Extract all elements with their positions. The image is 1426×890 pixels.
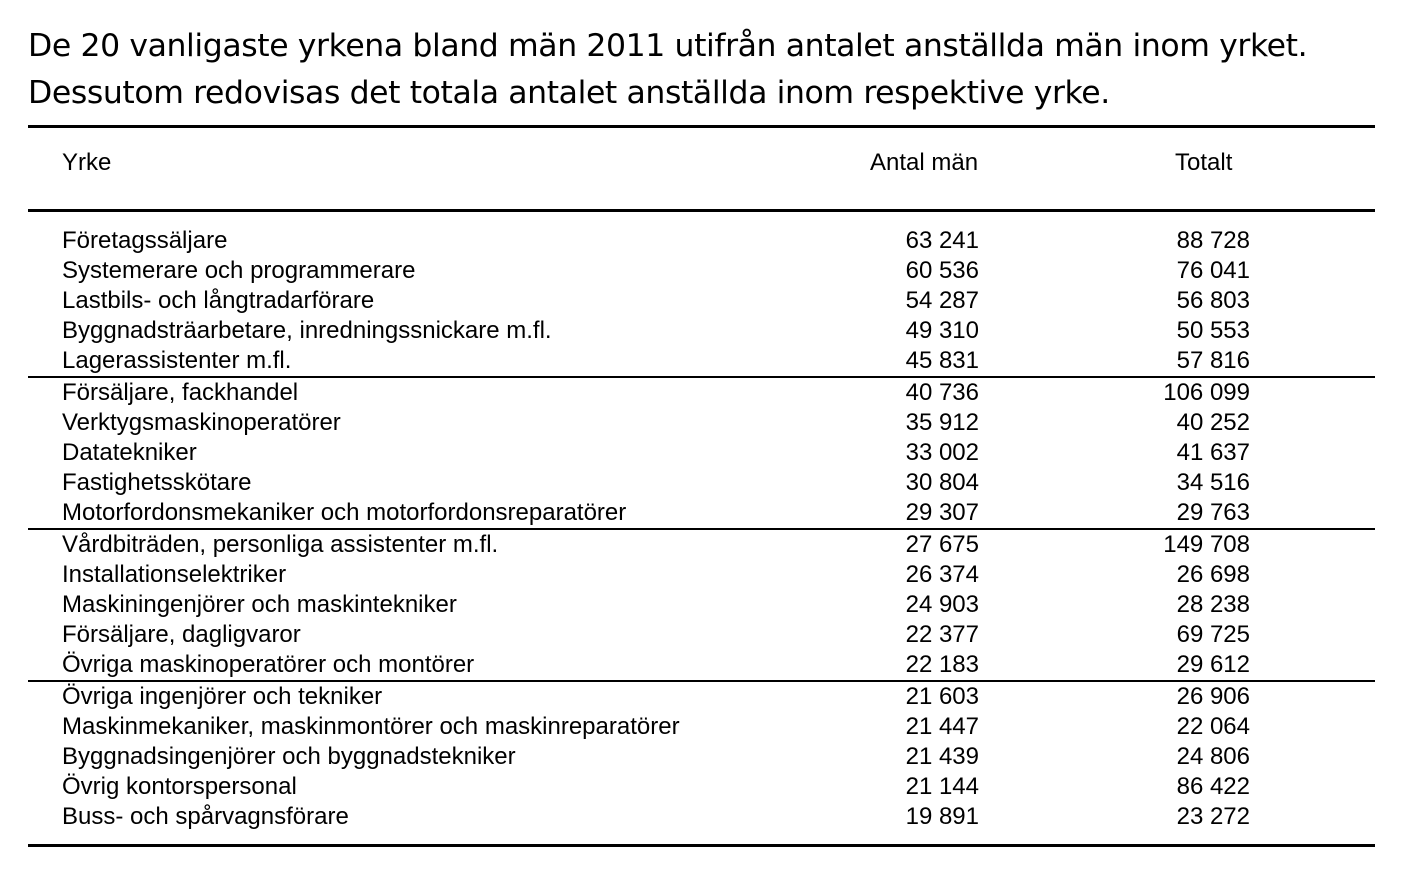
occupation: Företagssäljare	[62, 227, 228, 254]
total-count: 24 806	[1176, 742, 1250, 770]
total-count: 34 516	[1176, 468, 1250, 496]
occupation: Installationselektriker	[62, 560, 287, 588]
men-count: 19 891	[905, 802, 979, 830]
occupation: Övriga maskinoperatörer och montörer	[62, 650, 475, 678]
men-count: 22 377	[905, 620, 979, 648]
occupation: Byggnadsingenjörer och byggnadstekniker	[62, 742, 516, 770]
group-rule	[28, 680, 1375, 682]
total-count: 57 816	[1176, 346, 1250, 374]
men-count: 45 831	[905, 346, 979, 374]
men-count: 21 439	[905, 742, 979, 770]
occupation: Datatekniker	[62, 438, 197, 466]
total-count: 29 612	[1176, 650, 1250, 678]
men-count: 63 241	[905, 227, 979, 254]
occupation: Byggnadsträarbetare, inredningssnickare …	[62, 316, 552, 344]
occupation: Försäljare, dagligvaror	[62, 620, 301, 648]
men-count: 30 804	[905, 468, 979, 496]
men-count: 29 307	[905, 498, 979, 526]
title-line: De 20 vanligaste yrkena bland män 2011 u…	[28, 28, 1308, 64]
total-count: 50 553	[1176, 316, 1250, 344]
men-count: 27 675	[905, 531, 979, 558]
total-count: 28 238	[1176, 590, 1250, 618]
column-header: Antal män	[870, 149, 979, 176]
occupation: Motorfordonsmekaniker och motorfordonsre…	[62, 498, 627, 526]
men-count: 26 374	[905, 560, 979, 588]
column-header: Yrke	[62, 149, 112, 176]
occupation: Buss- och spårvagnsförare	[62, 802, 349, 830]
occupation: Lastbils- och långtradarförare	[62, 286, 375, 314]
occupation: Vårdbiträden, personliga assistenter m.f…	[62, 531, 499, 558]
group-rule	[28, 376, 1375, 378]
men-count: 24 903	[905, 590, 979, 618]
occupation: Maskiningenjörer och maskintekniker	[62, 590, 457, 618]
total-count: 88 728	[1176, 227, 1250, 254]
occupation: Fastighetsskötare	[62, 468, 252, 496]
total-count: 86 422	[1176, 772, 1250, 800]
total-count: 26 906	[1176, 683, 1250, 710]
men-count: 21 447	[905, 712, 979, 740]
total-count: 56 803	[1176, 286, 1250, 314]
occupation: Maskinmekaniker, maskinmontörer och mask…	[62, 712, 680, 740]
men-count: 54 287	[905, 286, 979, 314]
total-count: 29 763	[1176, 498, 1250, 526]
occupation: Övriga ingenjörer och tekniker	[62, 683, 383, 710]
occupation: Övrig kontorspersonal	[62, 772, 297, 800]
total-count: 40 252	[1176, 408, 1250, 436]
total-count: 22 064	[1176, 712, 1250, 740]
header-rule	[28, 209, 1375, 212]
total-count: 69 725	[1176, 620, 1250, 648]
total-count: 149 708	[1163, 531, 1250, 558]
men-count: 40 736	[905, 379, 979, 406]
occupation: Verktygsmaskinoperatörer	[62, 408, 341, 436]
men-count: 22 183	[905, 650, 979, 678]
total-count: 26 698	[1176, 560, 1250, 588]
total-count: 23 272	[1176, 802, 1250, 830]
men-count: 49 310	[905, 316, 979, 344]
men-count: 35 912	[905, 408, 979, 436]
total-count: 76 041	[1176, 256, 1250, 284]
occupation: Lagerassistenter m.fl.	[62, 346, 292, 374]
bottom-rule	[28, 844, 1375, 847]
column-header: Totalt	[1175, 149, 1233, 176]
top-rule	[28, 125, 1375, 128]
men-count: 21 603	[905, 683, 979, 710]
men-count: 60 536	[905, 256, 979, 284]
title-line: Dessutom redovisas det totala antalet an…	[28, 75, 1110, 111]
occupation: Systemerare och programmerare	[62, 256, 416, 284]
total-count: 106 099	[1163, 379, 1250, 406]
total-count: 41 637	[1176, 438, 1250, 466]
group-rule	[28, 528, 1375, 530]
men-count: 21 144	[905, 772, 979, 800]
men-count: 33 002	[905, 438, 979, 466]
occupation: Försäljare, fackhandel	[62, 379, 299, 406]
